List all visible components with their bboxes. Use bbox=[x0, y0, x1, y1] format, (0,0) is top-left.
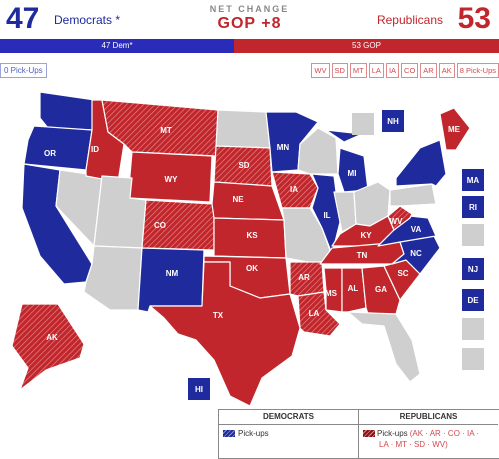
small-state-square[interactable] bbox=[352, 113, 374, 135]
pickup-state-button[interactable]: SD bbox=[331, 63, 348, 78]
state-label-ar: AR bbox=[298, 273, 310, 282]
us-map-svg: OR ID MT WY CO NM SD NE KS OK TX MN IA AR LA IL MI KY TN MS… bbox=[11, 91, 471, 407]
state-nm[interactable] bbox=[137, 247, 205, 313]
state-label-sc: SC bbox=[397, 269, 408, 278]
state-nc[interactable] bbox=[391, 235, 441, 275]
rep-label: Republicans bbox=[376, 13, 443, 27]
state-label-al: AL bbox=[348, 284, 359, 293]
legend-rep-pickup-states: (AK · AR · CO · IA · bbox=[409, 429, 480, 438]
state-label-sd: SD bbox=[238, 161, 249, 170]
rep-pickup-swatch bbox=[363, 430, 375, 437]
header: 47 Democrats * NET CHANGE GOP +8 Republi… bbox=[0, 0, 499, 38]
state-label-ok: OK bbox=[246, 264, 258, 273]
state-wa[interactable] bbox=[39, 91, 96, 131]
state-label-id: ID bbox=[91, 145, 99, 154]
state-label-ak: AK bbox=[46, 333, 58, 342]
state-label-ga: GA bbox=[375, 285, 387, 294]
state-square-hi[interactable]: HI bbox=[188, 378, 210, 400]
legend-democrats: DEMOCRATS Pick-ups bbox=[219, 410, 359, 458]
legend-dem-heading: DEMOCRATS bbox=[219, 410, 358, 425]
state-square-nh[interactable]: NH bbox=[382, 110, 404, 132]
state-il[interactable] bbox=[311, 173, 341, 255]
state-pa[interactable] bbox=[389, 183, 437, 207]
legend-rep-pickups: Pick-ups bbox=[377, 429, 408, 438]
legend-rep-pickup-states-2: LA · MT · SD · WV) bbox=[379, 440, 448, 449]
net-change-value: GOP +8 bbox=[217, 15, 282, 32]
state-nd[interactable] bbox=[215, 109, 271, 149]
state-fl[interactable] bbox=[347, 311, 421, 383]
state-label-nc: NC bbox=[410, 249, 422, 258]
state-label-ky: KY bbox=[360, 231, 372, 240]
state-label-mt: MT bbox=[160, 126, 172, 135]
state-ne[interactable] bbox=[211, 181, 285, 221]
rep-pickups-row: WV SD MT LA IA CO AR AK 8 Pick-Ups bbox=[311, 63, 499, 78]
state-tx[interactable] bbox=[149, 261, 301, 407]
state-square-de[interactable]: DE bbox=[462, 289, 484, 311]
dem-pickup-swatch bbox=[223, 430, 235, 437]
rep-pickups-total[interactable]: 8 Pick-Ups bbox=[456, 63, 499, 78]
state-label-nm: NM bbox=[166, 269, 179, 278]
state-ia[interactable] bbox=[271, 171, 319, 209]
state-square-ri[interactable]: RI bbox=[462, 196, 484, 218]
small-state-square[interactable] bbox=[462, 318, 484, 340]
small-state-square[interactable] bbox=[462, 348, 484, 370]
state-label-mn: MN bbox=[277, 143, 290, 152]
dem-seat-count: 47 bbox=[6, 2, 40, 35]
dem-label: Democrats * bbox=[54, 13, 121, 27]
rep-seat-count: 53 bbox=[457, 2, 491, 35]
rep-seat-bar: 53 GOP bbox=[234, 39, 499, 53]
state-az[interactable] bbox=[83, 245, 143, 311]
state-label-ms: MS bbox=[325, 289, 338, 298]
state-square-ma[interactable]: MA bbox=[462, 169, 484, 191]
legend-rep-heading: REPUBLICANS bbox=[359, 410, 498, 425]
legend-dem-pickups: Pick-ups bbox=[238, 429, 269, 438]
pickup-state-button[interactable]: AK bbox=[438, 63, 455, 78]
state-wv[interactable] bbox=[387, 205, 413, 231]
state-label-me: ME bbox=[448, 125, 461, 134]
state-label-ks: KS bbox=[246, 231, 258, 240]
state-me[interactable] bbox=[439, 107, 471, 151]
state-label-or: OR bbox=[44, 149, 56, 158]
us-map: OR ID MT WY CO NM SD NE KS OK TX MN IA AR LA IL MI KY TN MS… bbox=[0, 78, 499, 408]
dem-seat-bar: 47 Dem* bbox=[0, 39, 234, 53]
pickup-state-button[interactable]: LA bbox=[368, 63, 384, 78]
state-label-co: CO bbox=[154, 221, 166, 230]
small-state-square[interactable] bbox=[462, 224, 484, 246]
state-label-ia: IA bbox=[290, 185, 298, 194]
state-ms[interactable] bbox=[323, 267, 343, 313]
state-label-la: LA bbox=[309, 309, 320, 318]
net-change-title: NET CHANGE bbox=[209, 4, 290, 14]
state-label-mi: MI bbox=[348, 169, 357, 178]
state-ak[interactable] bbox=[11, 303, 85, 391]
state-label-va: VA bbox=[411, 225, 422, 234]
map-legend: DEMOCRATS Pick-ups REPUBLICANS Pick-ups … bbox=[218, 409, 499, 459]
state-label-wy: WY bbox=[165, 175, 179, 184]
pickup-state-button[interactable]: CO bbox=[401, 63, 419, 78]
state-la[interactable] bbox=[297, 291, 341, 337]
state-al[interactable] bbox=[341, 267, 367, 313]
pickup-state-button[interactable]: AR bbox=[420, 63, 437, 78]
state-square-nj[interactable]: NJ bbox=[462, 258, 484, 280]
state-label-il: IL bbox=[323, 211, 330, 220]
state-label-tn: TN bbox=[357, 251, 368, 260]
pickup-state-button[interactable]: IA bbox=[385, 63, 400, 78]
state-co[interactable] bbox=[141, 199, 215, 251]
state-label-tx: TX bbox=[213, 311, 224, 320]
legend-republicans: REPUBLICANS Pick-ups (AK · AR · CO · IA … bbox=[359, 410, 498, 458]
state-or[interactable] bbox=[23, 125, 93, 171]
state-label-ne: NE bbox=[232, 195, 244, 204]
state-label-wv: WV bbox=[390, 217, 404, 226]
dem-pickups-button[interactable]: 0 Pick-Ups bbox=[0, 63, 47, 78]
pickup-state-button[interactable]: MT bbox=[349, 63, 367, 78]
state-ny[interactable] bbox=[395, 139, 447, 187]
pickup-state-button[interactable]: WV bbox=[311, 63, 330, 78]
